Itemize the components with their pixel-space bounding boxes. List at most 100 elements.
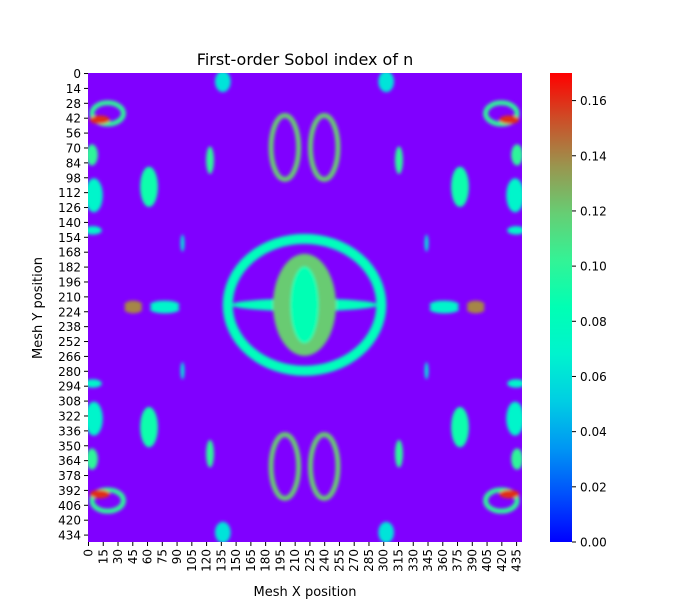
y-tick-label-10: 140 xyxy=(58,216,81,230)
x-tick-label-15: 225 xyxy=(303,549,317,572)
heatmap-feature-42 xyxy=(150,300,180,310)
x-tick-label-27: 405 xyxy=(480,549,494,572)
y-tick-label-23: 322 xyxy=(58,409,81,423)
y-tick-label-13: 182 xyxy=(58,261,81,275)
x-tick-label-18: 270 xyxy=(347,549,361,572)
heatmap-feature-11 xyxy=(511,448,522,470)
y-tick-label-22: 308 xyxy=(58,395,81,409)
x-tick-label-10: 150 xyxy=(229,549,243,572)
heatmap-cells xyxy=(88,73,522,542)
y-tick-label-2: 28 xyxy=(66,97,81,111)
heatmap-feature-43 xyxy=(429,300,460,310)
heatmap-feature-1 xyxy=(483,100,520,127)
heatmap-feature-26 xyxy=(206,439,214,468)
heatmap-feature-44 xyxy=(268,113,302,182)
x-tick-label-13: 195 xyxy=(273,549,287,572)
heatmap-feature-19 xyxy=(507,379,522,388)
x-tick-label-3: 45 xyxy=(126,549,140,564)
y-tick-label-30: 420 xyxy=(58,514,81,528)
y-tick-label-0: 0 xyxy=(73,67,81,81)
heatmap-feature-10 xyxy=(88,448,98,470)
y-tick-label-26: 364 xyxy=(58,454,81,468)
heatmap-feature-30 xyxy=(214,521,231,542)
x-tick-label-14: 210 xyxy=(288,549,302,572)
heatmap-feature-27 xyxy=(395,439,403,468)
chart-title: First-order Sobol index of n xyxy=(197,50,413,69)
y-tick-label-19: 266 xyxy=(58,350,81,364)
x-tick-label-8: 120 xyxy=(200,549,214,572)
colorbar-tick-label-0: 0.00 xyxy=(580,536,607,550)
y-tick-label-8: 112 xyxy=(58,186,81,200)
heatmap-feature-16 xyxy=(88,226,102,235)
x-tick-label-21: 315 xyxy=(391,549,405,572)
y-tick-label-3: 42 xyxy=(66,112,81,126)
x-tick-label-6: 90 xyxy=(170,549,184,564)
heatmap-feature-7 xyxy=(499,489,520,499)
y-tick-label-9: 126 xyxy=(58,201,81,215)
y-tick-label-25: 350 xyxy=(58,439,81,453)
x-tick-label-9: 135 xyxy=(214,549,228,572)
colorbar-tick-label-6: 0.12 xyxy=(580,204,607,218)
heatmap-feature-6 xyxy=(89,489,110,499)
y-tick-label-5: 70 xyxy=(66,141,81,155)
y-tick-label-16: 224 xyxy=(58,305,81,319)
heatmap-feature-34 xyxy=(180,362,185,380)
x-tick-label-20: 300 xyxy=(377,549,391,572)
heatmap-feature-25 xyxy=(395,146,403,175)
heatmap-feature-8 xyxy=(88,144,98,166)
heatmap-feature-21 xyxy=(451,166,469,207)
colorbar-tick-label-7: 0.14 xyxy=(580,149,607,163)
colorbar xyxy=(550,73,572,542)
heatmap-feature-47 xyxy=(307,432,341,501)
x-tick-label-5: 75 xyxy=(155,549,169,564)
heatmap-feature-18 xyxy=(88,379,102,388)
y-tick-label-7: 98 xyxy=(66,171,81,185)
colorbar-tick-label-5: 0.10 xyxy=(580,260,607,274)
y-axis-ticks: 0142842567084981121261401541681821962102… xyxy=(58,67,88,543)
x-tick-label-28: 420 xyxy=(495,549,509,572)
heatmap-feature-38 xyxy=(124,300,143,310)
x-axis-label: Mesh X position xyxy=(254,585,357,600)
colorbar-tick-label-8: 0.16 xyxy=(580,94,607,108)
x-tick-label-25: 375 xyxy=(451,549,465,572)
x-tick-label-22: 330 xyxy=(406,549,420,572)
x-tick-label-17: 255 xyxy=(332,549,346,572)
heatmap-feature-0 xyxy=(89,100,126,127)
heatmap-feature-28 xyxy=(214,73,231,93)
heatmap-feature-9 xyxy=(511,144,522,166)
heatmap-feature-17 xyxy=(507,226,522,235)
y-tick-label-12: 168 xyxy=(58,246,81,260)
heatmap-feature-23 xyxy=(451,406,469,448)
x-axis-ticks: 0 15 30 45 60 75 90 105 120 135 150 165 180 195 210 225… xyxy=(81,542,524,572)
heatmap-feature-20 xyxy=(140,166,158,207)
heatmap-feature-5 xyxy=(499,115,520,125)
colorbar-ticks: 0.00 0.02 0.04 0.06 0.08 0.10 0.12 0.14 0.16 xyxy=(572,94,607,550)
x-tick-label-16: 240 xyxy=(318,549,332,572)
heatmap-feature-39 xyxy=(466,300,485,310)
x-tick-label-19: 285 xyxy=(362,549,376,572)
heatmap-feature-35 xyxy=(424,362,429,380)
y-tick-label-21: 294 xyxy=(58,380,81,394)
y-tick-label-17: 238 xyxy=(58,320,81,334)
x-tick-label-2: 30 xyxy=(111,549,125,564)
heatmap-feature-2 xyxy=(89,487,126,514)
colorbar-tick-label-4: 0.08 xyxy=(580,315,607,329)
y-tick-label-18: 252 xyxy=(58,335,81,349)
x-tick-label-12: 180 xyxy=(259,549,273,572)
x-tick-label-1: 15 xyxy=(96,549,110,564)
y-tick-label-11: 154 xyxy=(58,231,81,245)
y-tick-label-20: 280 xyxy=(58,365,81,379)
heatmap-feature-32 xyxy=(180,234,185,252)
x-tick-label-29: 435 xyxy=(510,549,524,572)
y-tick-label-28: 392 xyxy=(58,484,81,498)
heatmap-feature-29 xyxy=(378,73,395,93)
heatmap-feature-24 xyxy=(206,146,214,175)
x-tick-label-11: 165 xyxy=(244,549,258,572)
heatmap-feature-3 xyxy=(483,487,520,514)
heatmap-feature-4 xyxy=(89,115,110,125)
heatmap-feature-14 xyxy=(88,401,103,436)
central-outer-ring xyxy=(222,233,387,376)
heatmap-feature-12 xyxy=(88,178,103,213)
heatmap-feature-22 xyxy=(140,406,158,448)
